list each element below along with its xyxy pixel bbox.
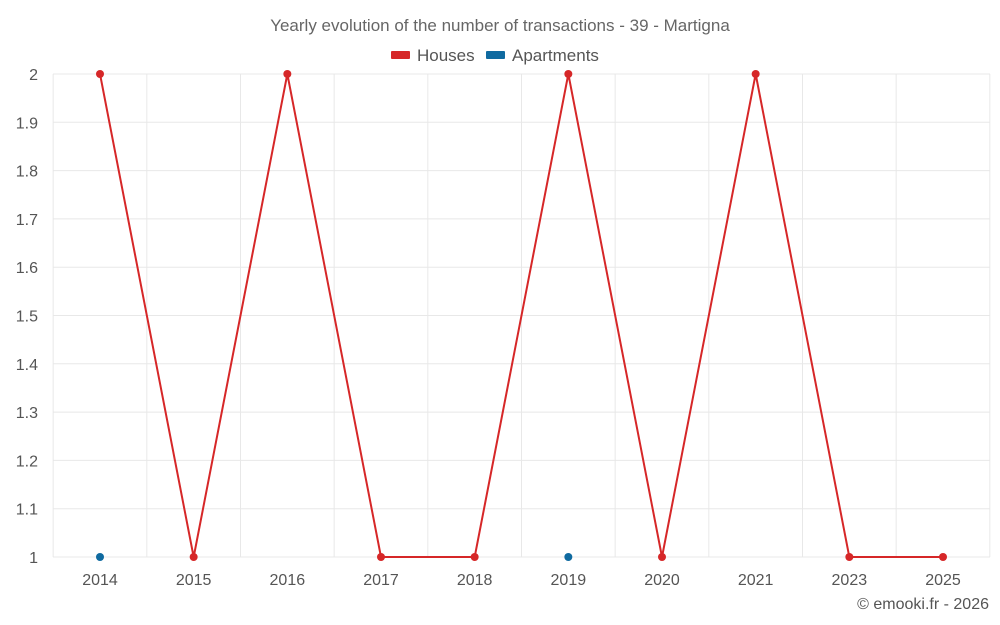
legend-label-houses: Houses bbox=[417, 46, 475, 65]
legend-item-apartments[interactable]: Apartments bbox=[486, 46, 599, 65]
y-tick-label: 1 bbox=[29, 550, 38, 567]
data-point-houses[interactable] bbox=[470, 553, 479, 561]
series-houses bbox=[96, 70, 947, 561]
x-tick-label: 2025 bbox=[925, 572, 961, 589]
x-tick-label: 2017 bbox=[363, 572, 399, 589]
data-point-houses[interactable] bbox=[564, 70, 573, 78]
data-point-apartments[interactable] bbox=[564, 553, 573, 561]
y-axis-ticks: 1 1.1 1.2 1.3 1.4 1.5 1.6 1.7 1.8 1.9 2 bbox=[16, 67, 38, 567]
chart-title: Yearly evolution of the number of transa… bbox=[270, 16, 730, 35]
x-tick-label: 2020 bbox=[644, 572, 680, 589]
y-tick-label: 2 bbox=[29, 67, 38, 84]
x-tick-label: 2014 bbox=[82, 572, 118, 589]
x-axis-ticks: 2014 2015 2016 2017 2018 2019 2020 2021 2023 2025 bbox=[82, 572, 961, 589]
y-tick-label: 1.5 bbox=[16, 309, 38, 326]
credit-text: © emooki.fr - 2026 bbox=[857, 596, 989, 613]
series-apartments bbox=[96, 553, 573, 561]
data-point-houses[interactable] bbox=[283, 70, 292, 78]
legend-label-apartments: Apartments bbox=[512, 46, 599, 65]
legend-item-houses[interactable]: Houses bbox=[391, 46, 475, 65]
y-tick-label: 1.9 bbox=[16, 115, 38, 132]
legend: Houses Apartments bbox=[391, 46, 599, 65]
legend-swatch-apartments bbox=[486, 51, 505, 59]
y-tick-label: 1.1 bbox=[16, 502, 38, 519]
x-tick-label: 2021 bbox=[738, 572, 774, 589]
data-point-apartments[interactable] bbox=[96, 553, 104, 561]
data-point-houses[interactable] bbox=[96, 70, 104, 78]
y-tick-label: 1.7 bbox=[16, 212, 38, 229]
data-point-houses[interactable] bbox=[189, 553, 198, 561]
x-tick-label: 2016 bbox=[270, 572, 306, 589]
data-point-houses[interactable] bbox=[939, 553, 947, 561]
y-tick-label: 1.3 bbox=[16, 405, 38, 422]
legend-swatch-houses bbox=[391, 51, 410, 59]
x-tick-label: 2015 bbox=[176, 572, 212, 589]
data-point-houses[interactable] bbox=[845, 553, 854, 561]
data-point-houses[interactable] bbox=[658, 553, 666, 561]
y-tick-label: 1.8 bbox=[16, 164, 38, 181]
y-tick-label: 1.4 bbox=[16, 357, 38, 374]
series bbox=[96, 70, 947, 561]
x-tick-label: 2023 bbox=[832, 572, 868, 589]
data-point-houses[interactable] bbox=[751, 70, 760, 78]
x-tick-label: 2019 bbox=[551, 572, 587, 589]
x-tick-label: 2018 bbox=[457, 572, 493, 589]
y-tick-label: 1.6 bbox=[16, 260, 38, 277]
data-point-houses[interactable] bbox=[377, 553, 385, 561]
series-line-houses bbox=[99, 73, 943, 558]
y-tick-label: 1.2 bbox=[16, 453, 38, 470]
